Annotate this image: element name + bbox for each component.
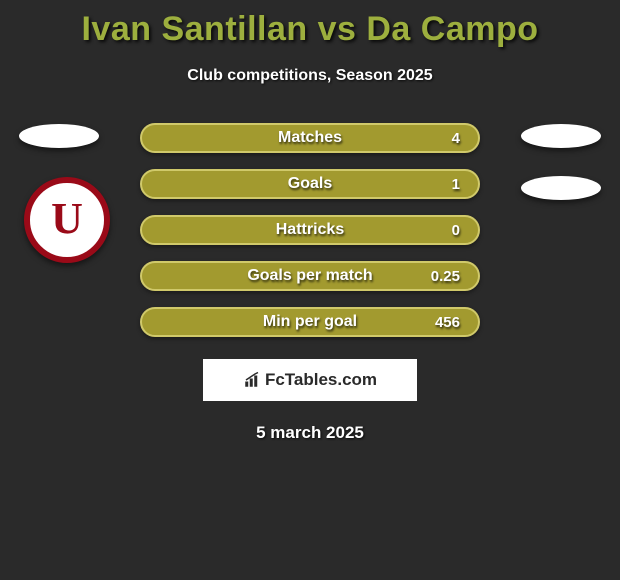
page-subtitle: Club competitions, Season 2025: [0, 67, 620, 85]
stat-value: 0.25: [431, 268, 460, 285]
club-badge-letter: U: [51, 197, 83, 241]
brand-badge: FcTables.com: [203, 359, 417, 401]
stat-label: Min per goal: [263, 313, 357, 331]
stat-bar-goals: Goals 1: [140, 169, 480, 199]
stat-bar-min-per-goal: Min per goal 456: [140, 307, 480, 337]
stat-value: 1: [452, 176, 460, 193]
stats-bars: Matches 4 Goals 1 Hattricks 0 Goals per …: [140, 123, 480, 337]
stat-value: 4: [452, 130, 460, 147]
stat-bar-hattricks: Hattricks 0: [140, 215, 480, 245]
stat-bar-goals-per-match: Goals per match 0.25: [140, 261, 480, 291]
chart-icon: [243, 371, 261, 389]
player-placeholder-right-1: [521, 124, 601, 148]
brand-text: FcTables.com: [265, 370, 377, 390]
player-placeholder-right-2: [521, 176, 601, 200]
stat-label: Hattricks: [276, 221, 344, 239]
stat-label: Goals: [288, 175, 332, 193]
stat-label: Matches: [278, 129, 342, 147]
page-title: Ivan Santillan vs Da Campo: [0, 0, 620, 49]
club-badge-left: U: [24, 177, 110, 263]
player-placeholder-left: [19, 124, 99, 148]
footer-date: 5 march 2025: [0, 423, 620, 443]
stat-bar-matches: Matches 4: [140, 123, 480, 153]
stat-value: 0: [452, 222, 460, 239]
stat-label: Goals per match: [247, 267, 372, 285]
stat-value: 456: [435, 314, 460, 331]
